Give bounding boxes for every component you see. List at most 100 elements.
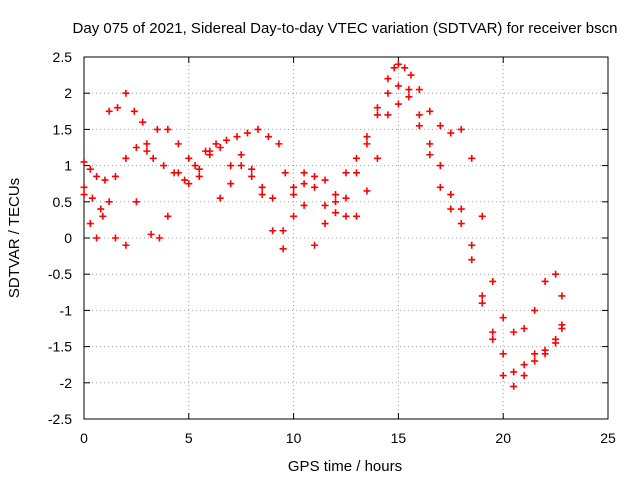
data-point [426,140,434,148]
y-tick-label: 0 [64,230,72,246]
data-point [227,180,235,188]
data-point [237,151,245,159]
data-point [174,140,182,148]
data-point [111,234,119,242]
data-point [311,172,319,180]
data-point [269,227,277,235]
data-point [139,118,147,126]
data-point [264,133,272,141]
data-point [132,198,140,206]
data-point [88,194,96,202]
data-point [510,382,518,390]
data-point [332,209,340,217]
data-point [373,154,381,162]
data-point [216,194,224,202]
data-point [478,299,486,307]
y-tick-label: -1.5 [48,339,72,355]
data-point [195,165,203,173]
data-point [352,169,360,177]
data-point [373,104,381,112]
data-point [80,183,88,191]
data-point [520,361,528,369]
data-point [390,64,398,72]
data-point [405,93,413,101]
data-point [237,162,245,170]
data-point [233,133,241,141]
y-tick-label: 1.5 [53,121,73,137]
data-point [384,75,392,83]
data-point [185,180,193,188]
series-1 [80,60,566,336]
data-point [407,71,415,79]
data-point [93,172,101,180]
data-point [80,158,88,166]
data-point [394,100,402,108]
data-point [520,325,528,332]
data-point [248,165,256,173]
data-point [130,107,138,115]
data-point [93,234,101,242]
data-point [254,125,262,133]
data-point [457,220,465,228]
x-tick-label: 15 [391,430,407,446]
x-tick-label: 25 [600,430,616,446]
data-point [531,350,539,358]
data-point [195,172,203,180]
data-point [275,140,283,148]
data-marks [80,60,566,390]
data-point [468,241,476,249]
data-point [86,165,94,173]
data-point [489,328,497,336]
data-point [363,140,371,148]
data-point [164,212,172,220]
series-3 [80,86,566,376]
data-point [447,129,455,137]
data-point [531,357,539,365]
data-point [415,111,423,119]
data-point [290,212,298,220]
data-point [300,169,308,177]
data-point [149,154,157,162]
chart-title: Day 075 of 2021, Sidereal Day-to-day VTE… [73,20,618,37]
data-point [321,220,329,228]
data-point [499,314,507,322]
data-point [132,144,140,151]
y-tick-label: -2.5 [48,411,72,427]
x-axis-label: GPS time / hours [288,458,402,475]
data-point [558,292,566,300]
data-point [552,335,560,343]
data-point [468,256,476,264]
data-point [311,241,319,249]
y-tick-label: 0.5 [53,194,73,210]
data-point [147,230,155,238]
series-2 [80,82,566,390]
data-point [206,151,214,159]
y-tick-label: 1 [64,158,72,174]
y-tick-label: -1 [60,302,73,318]
data-point [332,198,340,206]
data-point [281,169,289,177]
data-point [321,201,329,209]
data-point [426,107,434,115]
data-point [143,140,151,148]
data-point [552,270,560,278]
data-point [227,162,235,170]
data-point [401,64,409,72]
data-point [499,372,507,380]
data-point [468,154,476,162]
data-point [155,234,163,242]
data-point [216,144,224,151]
data-point [223,136,231,144]
data-point [332,191,340,199]
data-point [181,176,189,184]
data-point [191,162,199,170]
data-point [405,86,413,94]
data-point [248,172,256,180]
data-point [279,227,287,235]
data-point [99,212,107,220]
data-point [164,125,172,133]
data-point [122,89,130,97]
data-point [86,220,94,228]
data-point [269,194,277,202]
grid-lines [84,57,608,419]
